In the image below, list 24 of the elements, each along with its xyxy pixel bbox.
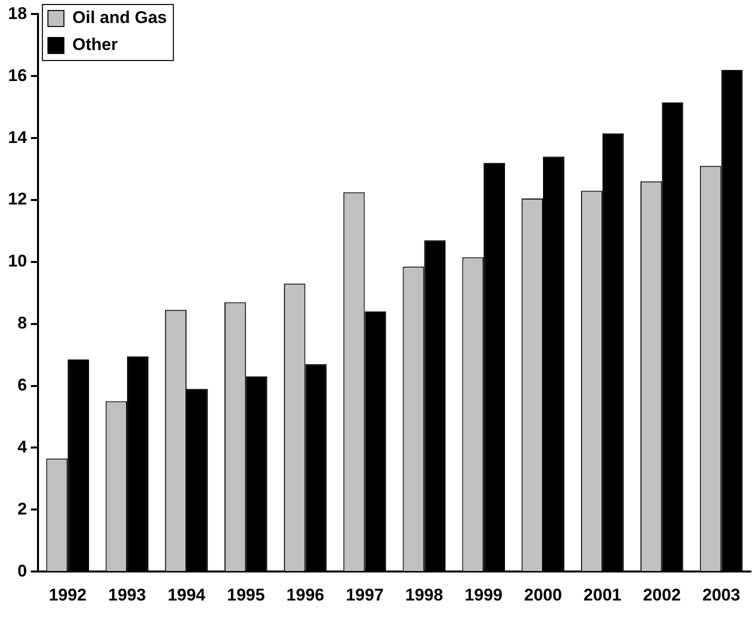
- x-tick-label: 2002: [642, 585, 681, 604]
- x-tick-label: 1993: [108, 585, 146, 604]
- x-tick-label: 1999: [464, 585, 503, 604]
- y-tick-label: 18: [8, 4, 27, 23]
- x-tick-label: 2001: [584, 585, 622, 604]
- y-tick-label: 2: [17, 499, 27, 518]
- y-tick-label: 16: [8, 66, 27, 85]
- legend-label: Other: [72, 35, 118, 54]
- y-tick-label: 4: [17, 437, 28, 456]
- x-tick-label: 1998: [405, 585, 444, 604]
- x-tick-label: 1994: [168, 585, 206, 604]
- x-tick-label: 1995: [226, 585, 265, 604]
- x-tick-label: 2003: [702, 585, 740, 604]
- x-tick-label: 2000: [524, 585, 562, 604]
- x-tick-label: 1996: [286, 585, 324, 604]
- y-tick-label: 8: [17, 314, 27, 333]
- x-tick-label: 1997: [346, 585, 384, 604]
- y-tick-label: 0: [17, 561, 27, 580]
- y-tick-label: 6: [17, 375, 27, 394]
- x-tick-label: 1992: [48, 585, 87, 604]
- y-tick-label: 10: [8, 252, 27, 271]
- y-tick-label: 12: [8, 190, 27, 209]
- y-tick-label: 14: [8, 128, 28, 147]
- legend-label: Oil and Gas: [72, 8, 167, 28]
